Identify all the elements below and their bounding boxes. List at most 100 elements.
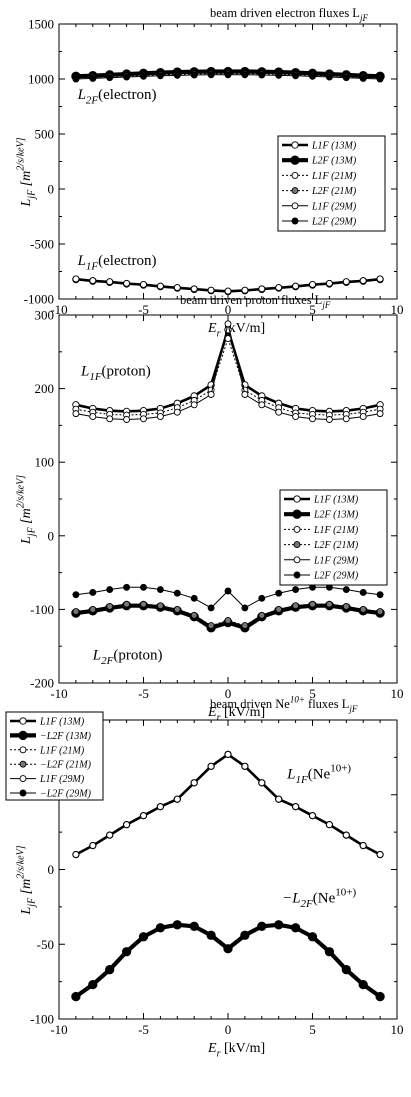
legend-marker [292,509,302,519]
legend-box [277,135,386,232]
legend-box [5,711,104,801]
legend-label: L1F (21M) [39,745,85,756]
legend-label: L2F (13M) [311,156,357,167]
data-point [140,72,147,80]
chart-title: beam driven Ne10+​ fluxes LjF​ [210,694,358,714]
data-point [258,779,266,787]
data-point [292,602,300,610]
legend-marker [290,155,300,165]
data-point [190,285,198,293]
data-point [106,278,114,286]
data-point [173,284,181,292]
data-point [123,583,131,591]
data-point [72,275,80,283]
legend-label: L2F (29M) [311,217,357,228]
data-point [224,287,232,295]
data-point [207,391,215,398]
legend-label: L1F (13M) [311,141,357,152]
data-point [106,586,114,593]
x-tick-label: 0 [225,302,232,317]
data-point [241,71,249,79]
data-point [376,410,384,418]
legend-label: −L2F (13M) [40,731,92,742]
y-tick-label: 200 [35,381,55,396]
data-point [224,335,232,343]
data-point [359,842,367,850]
chart-panel-1: -10 -5 0 5 10 -1000 -500 0 500 1000 1500 beam drive… [16,6,404,339]
x-tick-label: -10 [50,302,67,317]
data-point [173,71,181,79]
data-point [359,277,367,285]
series-l2f-13m- [71,601,385,633]
data-point [207,604,215,612]
legend-marker [293,495,301,503]
data-point [173,605,181,613]
y-axis-label: LjF​ [m2/s/keV]​ [16,475,38,545]
data-point [342,831,350,839]
series-line [75,924,381,998]
data-point [72,75,80,83]
data-point [309,281,316,288]
data-point [224,71,232,79]
series-annotation: L2F​(electron) [77,87,157,107]
series-annotation: L1F​(electron) [77,253,157,273]
data-point [275,605,283,613]
y-tick-label: -200 [30,676,54,691]
data-point [275,589,283,597]
data-point [156,803,164,811]
data-point [292,72,300,80]
data-point [309,600,316,608]
x-tick-label: 0 [225,686,232,701]
y-tick-label: 500 [35,127,55,142]
legend-label: L2F (13M) [313,510,359,521]
series-annotation: L1F​(proton) [80,363,151,383]
data-point [140,415,147,423]
data-point [359,413,367,421]
x-tick-label: -5 [138,686,149,701]
data-point [342,74,350,82]
x-tick-label: 5 [309,302,316,317]
data-point [342,278,350,286]
y-tick-label: -100 [30,1012,54,1027]
data-point [89,981,97,989]
legend-marker [293,556,301,564]
data-point [224,616,232,624]
data-point [376,608,384,616]
data-point [173,795,181,803]
y-tick-label: 1500 [28,17,54,32]
data-point [275,408,283,416]
y-tick-label: 300 [35,308,55,323]
data-point [89,277,97,285]
data-point [140,281,147,288]
data-point [292,282,300,290]
x-tick-label: 0 [225,1022,232,1037]
data-point [72,851,80,858]
data-point [241,391,249,398]
data-point [224,587,232,595]
data-point [275,921,283,929]
data-point [140,600,147,608]
series-l1f-29m- [72,750,384,858]
data-point [292,586,300,593]
data-point [376,993,384,1001]
data-point [89,589,97,596]
data-point [275,71,283,79]
legend: L1F (13M) L2F (13M) L1F (21M) L2F (21M) L1F … [279,489,388,586]
series-l2f-29m- [72,583,384,612]
data-point [173,921,181,929]
legend-label: L1F (21M) [311,171,357,182]
legend-marker [291,217,299,225]
legend-label: L1F (21M) [313,525,359,536]
data-point [72,993,80,1001]
data-point [173,408,181,416]
data-point [241,622,249,630]
data-point [241,762,249,770]
series-l2f-21m- [72,600,384,630]
data-point [292,924,300,932]
x-tick-label: 10 [391,302,404,317]
x-tick-label: -5 [138,1022,149,1037]
legend: L1F (13M) −L2F (13M) L1F (21M) −L2F (21M) L1… [5,711,104,801]
data-point [359,74,367,82]
data-point [258,285,266,293]
legend-marker [291,141,299,149]
